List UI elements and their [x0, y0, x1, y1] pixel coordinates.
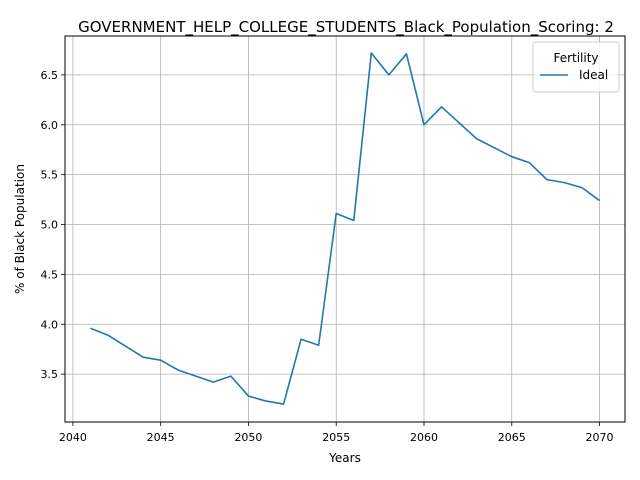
- x-tick-label: 2065: [498, 431, 526, 444]
- x-tick-label: 2040: [59, 431, 87, 444]
- legend-box: [532, 41, 620, 93]
- y-tick-label: 4.5: [41, 268, 59, 281]
- y-tick-label: 6.5: [41, 69, 59, 82]
- series-layer: [90, 52, 601, 405]
- y-tick-label: 5.0: [41, 219, 59, 232]
- plot-area: [65, 36, 625, 422]
- legend-label-ideal: Ideal: [579, 68, 608, 82]
- x-tick-label: 2060: [410, 431, 438, 444]
- plot-frame: [64, 35, 626, 423]
- legend: Fertility Ideal: [532, 41, 620, 93]
- x-axis-label: Years: [328, 451, 361, 465]
- y-tick-label: 5.5: [41, 169, 59, 182]
- grid-lines: [65, 36, 625, 422]
- y-axis-label: % of Black Population: [13, 164, 27, 294]
- legend-title: Fertility: [553, 51, 598, 65]
- chart-title: GOVERNMENT_HELP_COLLEGE_STUDENTS_Black_P…: [78, 18, 614, 37]
- x-tick-label: 2070: [586, 431, 614, 444]
- x-tick-label: 2050: [234, 431, 262, 444]
- y-tick-label: 3.5: [41, 368, 59, 381]
- series-line-ideal: [90, 52, 601, 405]
- y-tick-label: 6.0: [41, 119, 59, 132]
- x-axis: 2040 2045 2050 2055 2060 2065 2070: [59, 422, 614, 444]
- y-tick-label: 4.0: [41, 318, 59, 331]
- y-axis: 3.5 4.0 4.5 5.0 5.5 6.0 6.5: [41, 69, 65, 381]
- x-tick-label: 2055: [322, 431, 350, 444]
- x-tick-label: 2045: [147, 431, 175, 444]
